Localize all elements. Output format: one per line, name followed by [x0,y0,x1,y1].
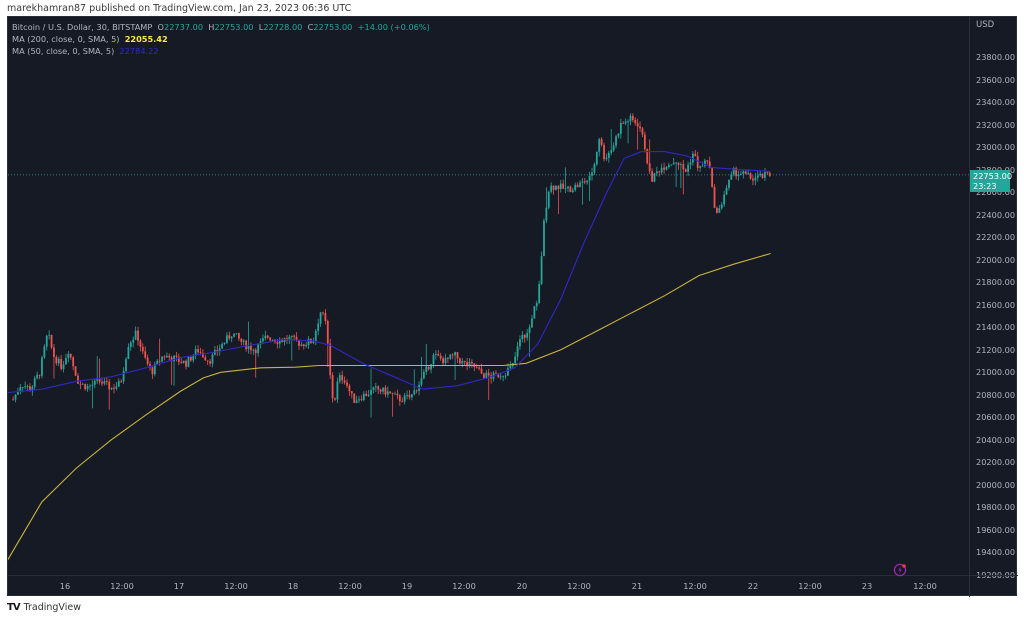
price-tick: 23800.00 [976,52,1016,62]
time-tick: 17 [173,581,185,591]
price-tick: 23200.00 [976,119,1016,130]
time-tick: 12:00 [683,581,707,591]
close-label: C [307,22,314,32]
open-label: O [157,22,164,32]
legend-symbol: Bitcoin / U.S. Dollar, 30, BITSTAMP [12,22,153,32]
open-value: 22737.00 [163,22,204,32]
axis-corner [969,575,1018,597]
time-tick: 12:00 [567,581,591,591]
footer-branding: TV TradingView [7,602,81,613]
legend-ma50-row[interactable]: MA (50, close, 0, SMA, 5) 22784.22 [12,45,430,57]
chart-frame[interactable]: Bitcoin / U.S. Dollar, 30, BITSTAMP O227… [7,16,1018,597]
price-tick: 22000.00 [976,254,1016,265]
price-tick: 20400.00 [976,434,1016,445]
time-tick: 18 [287,581,299,591]
ma50-value: 22784.22 [119,46,159,56]
price-tick: 22800.00 [976,165,1015,175]
time-tick: 12:00 [798,581,822,591]
ma50-label: MA (50, close, 0, SMA, 5) [12,46,115,56]
price-tick: 21800.00 [976,277,1016,288]
price-tick: 20200.00 [976,457,1016,468]
high-label: H [208,22,215,32]
price-tick: 19800.00 [976,502,1016,513]
lightning-alert-icon[interactable] [893,563,907,577]
low-value: 22728.00 [263,22,303,32]
time-tick: 16 [59,581,71,591]
time-tick: 19 [401,581,413,591]
price-tick: 20000.00 [976,479,1016,490]
price-tick: 20800.00 [976,389,1016,400]
chart-legend: Bitcoin / U.S. Dollar, 30, BITSTAMP O227… [12,21,430,57]
price-plot[interactable] [8,17,969,575]
time-tick: 12:00 [110,581,134,591]
time-tick: 21 [631,581,643,591]
published-caption: marekhamran87 published on TradingView.c… [7,3,352,14]
currency-label: USD [976,20,995,30]
time-tick: 22 [747,581,759,591]
moving-average-line [8,252,771,561]
time-tick: 12:00 [224,581,248,591]
price-tick: 23000.00 [976,142,1016,153]
tradingview-logo-icon: TV [7,602,21,613]
ma200-value: 22055.42 [124,34,168,44]
high-value: 22753.00 [214,22,254,32]
price-tick: 19400.00 [976,547,1016,558]
time-tick: 23 [861,581,873,591]
time-tick: 12:00 [338,581,362,591]
price-tick: 21600.00 [976,299,1016,310]
last-price-label: 22753.00 23:23 [970,169,1013,192]
candles [12,113,771,418]
price-tick: 23600.00 [976,74,1016,85]
time-axis[interactable]: 16 12:00 17 12:00 18 12:00 19 12:00 20 12:00 21 12:… [8,575,969,597]
price-tick: 21400.00 [976,322,1016,333]
price-tick: 22400.00 [976,209,1016,220]
price-tick: 20600.00 [976,412,1016,423]
legend-symbol-row: Bitcoin / U.S. Dollar, 30, BITSTAMP O227… [12,21,430,33]
low-label: L [258,22,264,32]
price-tick: 19600.00 [976,524,1016,535]
price-tick: 22200.00 [976,232,1016,243]
last-price-value: 22753.00 [973,170,1013,181]
legend-ma200-row[interactable]: MA (200, close, 0, SMA, 5) 22055.42 [12,33,430,45]
brand-name: TradingView [23,602,81,613]
close-value: 22753.00 [313,22,353,32]
price-axis[interactable]: USD 23800.00 23600.00 23400.00 23200.00 2300… [969,17,1018,580]
price-tick: 21000.00 [976,367,1016,378]
price-tick: 22600.00 [976,187,1016,198]
time-tick: 12:00 [452,581,476,591]
time-tick: 20 [516,581,528,591]
bar-countdown: 23:23 [973,180,997,191]
price-tick: 23400.00 [976,97,1016,108]
ma200-label: MA (200, close, 0, SMA, 5) [12,34,120,44]
price-tick: 21200.00 [976,344,1016,355]
time-tick: 12:00 [913,581,937,591]
moving-average-line [8,151,771,394]
change-value: +14.00 (+0.06%) [357,22,430,32]
